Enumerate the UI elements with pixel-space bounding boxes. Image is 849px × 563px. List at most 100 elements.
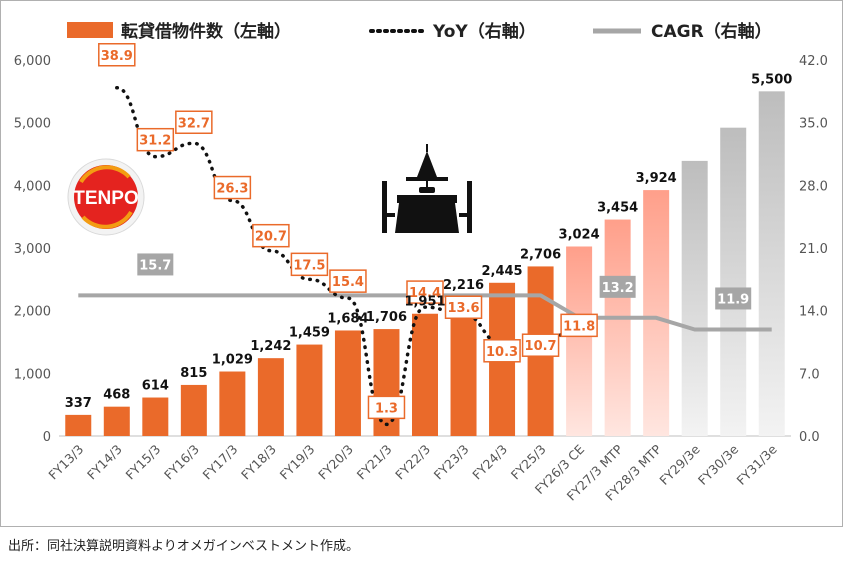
bar: [65, 414, 92, 436]
chart-svg: 転貸借物件数（左軸） YoY（右軸） CAGR（右軸） 0 1,000 2,000 3…: [14, 21, 828, 504]
yoy-value-label: 10.3: [486, 345, 518, 360]
bar: [180, 384, 207, 436]
y-right-tick-label: 42.0: [799, 54, 828, 69]
yoy-label-box: [483, 339, 521, 363]
y-left-tick-label: 0: [43, 430, 51, 445]
x-tick-label: FY13/3: [45, 442, 86, 483]
bar-value-label: 5,500: [751, 72, 792, 87]
bar: [412, 313, 438, 436]
yoy-value-label: 32.7: [178, 116, 210, 131]
cagr-value-label: 11.9: [717, 292, 749, 307]
x-tick-label: FY20/3: [315, 442, 356, 483]
legend-bars-label: 転貸借物件数（左軸）: [121, 21, 291, 42]
x-tick-label: FY15/3: [122, 442, 163, 483]
x-tick-label: FY30/3e: [695, 441, 742, 488]
bar-value-label: 1,684: [327, 311, 368, 326]
source-note: 出所：同社決算説明資料よりオメガインベストメント作成。: [8, 539, 360, 554]
y-right-tick-label: 35.0: [799, 117, 828, 132]
yoy-label-box: [98, 43, 136, 67]
x-tick-label: FY18/3: [238, 442, 279, 483]
bar: [142, 397, 169, 436]
tenpo-logo-text: TENPO: [73, 188, 138, 209]
yoy-value-label: 20.7: [255, 230, 287, 245]
bar-value-label: 1,242: [250, 339, 291, 354]
x-tick-label: FY23/3: [431, 442, 472, 483]
legend-cagr-label: CAGR（右軸）: [651, 21, 772, 42]
bar-value-label: 1,706: [366, 310, 407, 325]
bar-value-label: 3,924: [636, 171, 677, 186]
bar-value-label: 3,024: [559, 227, 600, 242]
bar-value-label: 2,706: [520, 247, 561, 262]
yoy-value-label: 26.3: [216, 182, 248, 197]
bar: [103, 406, 130, 436]
bar: [296, 344, 323, 436]
bar: [334, 330, 361, 436]
chart-frame: 転貸借物件数（左軸） YoY（右軸） CAGR（右軸） 0 1,000 2,000 3…: [0, 0, 843, 527]
bar-value-label: 1,951: [404, 295, 445, 310]
x-tick-label: FY17/3: [200, 442, 241, 483]
y-right-tick-label: 7.0: [799, 367, 820, 382]
x-tick-label: FY22/3: [392, 442, 433, 483]
cagr-label-box: [715, 287, 752, 310]
cagr-value-label: 15.7: [139, 258, 171, 273]
restaurant-table-icon: [382, 144, 472, 233]
yoy-label-box: [444, 295, 483, 319]
bar: [450, 297, 477, 436]
bar: [373, 329, 400, 436]
yoy-label-box: [406, 280, 444, 304]
x-tick-label: FY29/3e: [656, 441, 703, 488]
bar: [681, 160, 708, 437]
yoy-value-label: 15.4: [332, 275, 364, 290]
x-tick-label: FY14/3: [84, 442, 125, 483]
bar-value-label: 3,454: [597, 201, 638, 216]
yoy-label-box: [252, 223, 290, 248]
y-right-tick-label: 21.0: [799, 242, 828, 257]
legend-yoy-label: YoY（右軸）: [432, 21, 536, 42]
yoy-label-box: [136, 127, 175, 152]
yoy-value-label: 38.9: [101, 49, 133, 64]
legend: 転貸借物件数（左軸） YoY（右軸） CAGR（右軸）: [67, 21, 772, 42]
bar-value-label: 468: [103, 388, 130, 403]
cagr-label-box: [599, 275, 636, 298]
yoy-label-box: [175, 110, 213, 135]
yoy-label-box: [367, 395, 406, 420]
value-labels: 337 468 614 815 1,0291,2421,4591,6841,7061,9…: [65, 72, 793, 411]
y-right-tick-label: 28.0: [799, 179, 828, 194]
yoy-label-box: [329, 269, 367, 293]
bar-value-label: 2,445: [481, 264, 522, 279]
legend-bar-swatch: [67, 22, 113, 38]
x-tick-label: FY16/3: [161, 442, 202, 483]
y-right-tick-label: 14.0: [799, 305, 828, 320]
cagr-label-box: [137, 253, 174, 276]
cagr-series-line: [78, 293, 772, 332]
yoy-label-box: [213, 175, 252, 200]
bar: [643, 190, 670, 436]
yoy-value-label: 10.7: [525, 339, 557, 354]
x-tick-label: FY19/3: [277, 442, 318, 483]
cagr-line: 15.7 13.2 11.9: [78, 253, 772, 332]
yoy-label-box: [560, 313, 598, 338]
yoy-label-box: [290, 252, 329, 277]
y-left-tick-label: 3,000: [14, 242, 51, 257]
y-right-tick-label: 0.0: [799, 430, 820, 445]
y-left-tick-label: 6,000: [14, 54, 51, 69]
x-tick-label: FY21/3: [354, 442, 395, 483]
bar-value-label: 815: [180, 366, 207, 381]
yoy-value-label: 14.4: [409, 286, 441, 301]
y-left-tick-label: 4,000: [14, 179, 51, 194]
y-left-tick-label: 1,000: [14, 367, 51, 382]
bar: [604, 219, 631, 436]
yoy-value-label: 17.5: [293, 258, 325, 273]
cagr-value-label: 13.2: [602, 281, 634, 296]
yoy-value-label: 1.3: [375, 401, 398, 416]
y-left-tick-label: 5,000: [14, 117, 51, 132]
x-tick-label: FY24/3: [469, 442, 510, 483]
yoy-value-label: 11.8: [563, 319, 595, 334]
bar-value-label: 2,216: [443, 278, 484, 293]
x-tick-label: FY31/3e: [733, 441, 780, 488]
yoy-value-label: 31.2: [139, 134, 171, 149]
yoy-label-box: [521, 333, 560, 357]
bar-value-label: 337: [65, 396, 92, 411]
bar: [219, 371, 246, 436]
bar: [758, 91, 785, 436]
